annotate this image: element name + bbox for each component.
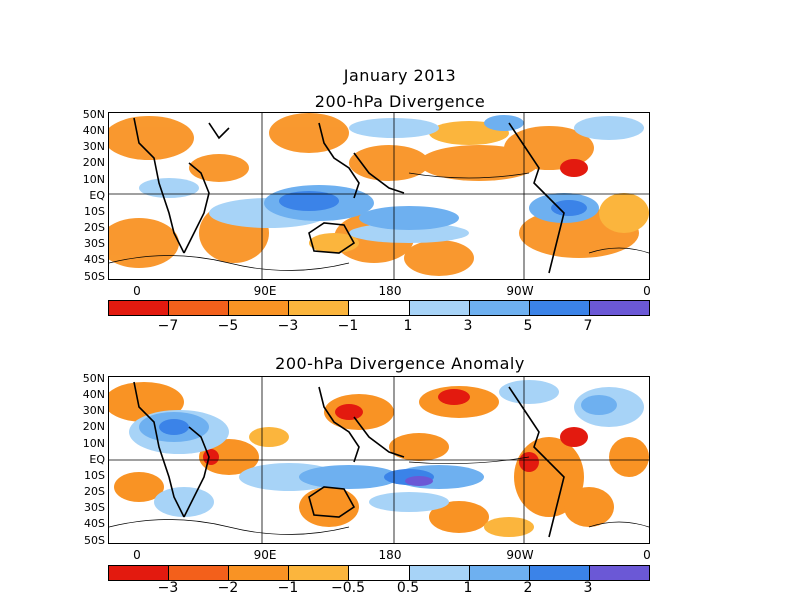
- lat-label: 20N: [82, 420, 105, 433]
- colorbar-swatch: [349, 566, 410, 580]
- lat-label: 50N: [82, 372, 105, 385]
- divergence-map: [108, 112, 650, 280]
- colorbar-swatch: [169, 301, 230, 315]
- colorbar-label: 0.5: [396, 580, 420, 596]
- colorbar-label: −5: [217, 318, 239, 334]
- colorbar-swatch: [349, 301, 410, 315]
- lon-label: 0: [643, 284, 651, 298]
- lat-label: EQ: [89, 189, 105, 202]
- lat-label: 40S: [84, 253, 105, 266]
- panel-2-colorbar: [108, 565, 650, 581]
- lon-label: 0: [133, 284, 141, 298]
- lat-label: 40N: [82, 388, 105, 401]
- lat-label: 40S: [84, 517, 105, 530]
- lon-label: 180: [378, 548, 402, 562]
- lon-label: 90W: [506, 548, 534, 562]
- colorbar-label: −1: [277, 580, 299, 596]
- colorbar-label: −7: [157, 318, 179, 334]
- lon-label: 90W: [506, 284, 534, 298]
- lat-label: 50S: [84, 534, 105, 547]
- colorbar-swatch: [469, 301, 530, 315]
- colorbar-swatch: [529, 566, 590, 580]
- lon-label: 180: [378, 284, 402, 298]
- lat-label: 30N: [82, 140, 105, 153]
- colorbar-label: 2: [523, 580, 533, 596]
- colorbar-label: −3: [277, 318, 299, 334]
- colorbar-swatch: [289, 566, 350, 580]
- divergence-anomaly-field: [109, 377, 649, 543]
- colorbar-swatch: [589, 301, 649, 315]
- page-title: January 2013: [343, 66, 457, 85]
- colorbar-swatch: [229, 301, 290, 315]
- colorbar-swatch: [109, 566, 170, 580]
- colorbar-swatch: [469, 566, 530, 580]
- lat-label: 50S: [84, 270, 105, 283]
- lat-label: 50N: [82, 108, 105, 121]
- panel-1-colorbar: [108, 300, 650, 316]
- colorbar-label: −0.5: [331, 580, 365, 596]
- colorbar-swatch: [589, 566, 649, 580]
- lon-label: 90E: [253, 548, 277, 562]
- lat-label: 10S: [84, 205, 105, 218]
- lat-label: 30N: [82, 404, 105, 417]
- colorbar-swatch: [229, 566, 290, 580]
- colorbar-swatch: [409, 301, 470, 315]
- lat-label: 30S: [84, 237, 105, 250]
- lat-label: 20S: [84, 485, 105, 498]
- colorbar-label: 5: [523, 318, 533, 334]
- colorbar-swatch: [409, 566, 470, 580]
- lon-label: 0: [643, 548, 651, 562]
- lat-label: 30S: [84, 501, 105, 514]
- lat-label: 20S: [84, 221, 105, 234]
- panel-1-title: 200-hPa Divergence: [314, 92, 486, 111]
- colorbar-label: 3: [583, 580, 593, 596]
- colorbar-swatch: [169, 566, 230, 580]
- colorbar-swatch: [289, 301, 350, 315]
- colorbar-swatch: [529, 301, 590, 315]
- lat-label: 10S: [84, 469, 105, 482]
- lon-label: 90E: [253, 284, 277, 298]
- colorbar-label: −2: [217, 580, 239, 596]
- lat-label: 10N: [82, 173, 105, 186]
- colorbar-swatch: [109, 301, 170, 315]
- lat-label: EQ: [89, 453, 105, 466]
- lat-label: 20N: [82, 156, 105, 169]
- colorbar-label: 7: [583, 318, 593, 334]
- colorbar-label: −1: [337, 318, 359, 334]
- colorbar-label: −3: [157, 580, 179, 596]
- colorbar-label: 1: [403, 318, 413, 334]
- colorbar-label: 3: [463, 318, 473, 334]
- divergence-anomaly-map: [108, 376, 650, 544]
- divergence-field: [109, 113, 649, 279]
- lat-label: 40N: [82, 124, 105, 137]
- lon-label: 0: [133, 548, 141, 562]
- panel-2-title: 200-hPa Divergence Anomaly: [275, 354, 525, 373]
- lat-label: 10N: [82, 437, 105, 450]
- colorbar-label: 1: [463, 580, 473, 596]
